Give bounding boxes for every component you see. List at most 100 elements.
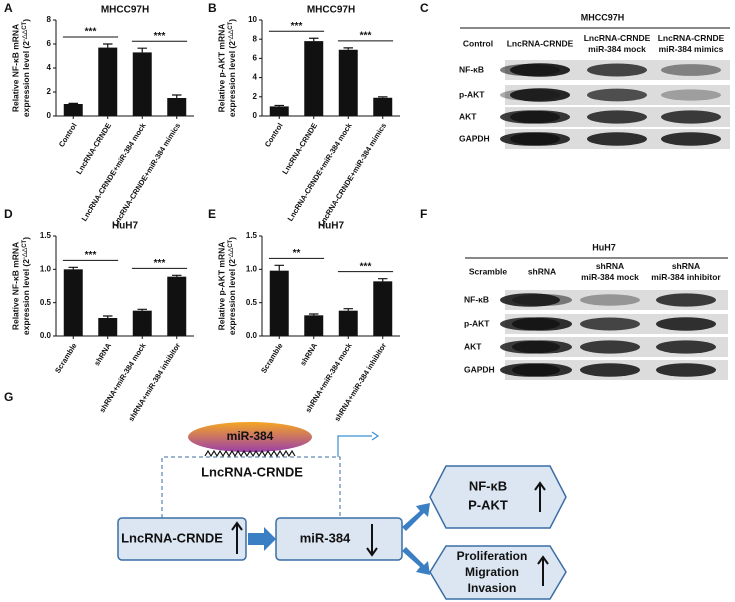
bar [167,98,187,116]
mirna-box-label: miR-384 [300,530,351,545]
up-arrow [537,555,549,586]
blot-band [661,64,721,76]
error-bar [378,96,388,98]
bar [63,104,83,116]
significance-label: *** [291,21,303,32]
y-tick-label: 0 [253,111,258,120]
bar [338,310,358,336]
blot-band [587,63,647,77]
block-arrow [402,503,430,531]
mirna-label: miR-384 [227,429,274,443]
y-tick-label: 0.0 [40,331,52,340]
y-tick-label: 2 [253,92,258,101]
row-label: p-AKT [459,89,485,99]
blot-band [661,132,721,146]
lane-label: shRNA [672,261,700,271]
error-bar [103,43,113,48]
significance-label: *** [360,30,372,41]
blot-band [510,63,570,77]
y-axis-label-part: expression level (2 [227,259,237,335]
chart-title: HuH7 [112,221,139,232]
chart-title: MHCC97H [101,5,149,16]
y-tick-label: 8 [47,15,52,24]
blot-band [587,132,647,146]
y-axis-label-part: ) [21,237,31,240]
panel-label: C [420,1,429,15]
significance-label: *** [85,250,97,261]
y-axis-label: Relative p-AKT mRNA [216,242,226,331]
x-tick-label: LncRNA-CRNDE+miR-384 mock [286,121,354,223]
row-label: GAPDH [459,133,490,143]
lane-label: miR-384 mimics [659,44,724,54]
error-bar [137,308,147,311]
panel-label: E [208,207,216,221]
up-arrow [534,481,546,512]
x-tick-label: LncRNA-CRNDE [280,121,319,176]
bar [269,270,289,336]
row-label: AKT [464,341,482,351]
diagram: miR-384 LncRNA-CRNDE LncRNA-CRNDE miR-38… [117,422,567,600]
binding-zigzag [204,449,296,458]
dashed-link [161,456,341,518]
target-hexagon [429,465,567,529]
error-bar [274,264,284,271]
mirna-box [275,517,403,561]
x-tick-label: LncRNA-CRNDE [74,121,113,176]
lane-label: LncRNA-CRNDE [584,33,651,43]
significance-label: *** [154,258,166,269]
bar [98,318,118,336]
y-axis-label-sup: -△△CT [21,239,28,259]
blot-band [580,340,640,354]
blot-band [512,363,572,377]
bar [338,49,358,117]
blot-band [580,317,640,331]
y-tick-label: 4 [253,73,258,82]
significance-label: *** [85,27,97,38]
x-tick-label: shRNA [298,341,319,367]
significance-label: *** [154,31,166,42]
lncrna-box [117,517,247,561]
significance-label: ** [293,248,301,259]
y-tick-label: 6 [253,54,258,63]
y-axis-label-part: expression level (2 [21,41,31,117]
error-bar [343,308,353,311]
bar [373,281,393,336]
chart-title: MHCC97H [307,5,355,16]
y-tick-label: 1.5 [246,231,258,240]
x-tick-label: Control [57,121,79,148]
y-tick-label: 4 [47,63,52,72]
row-label: NF-κB [464,294,489,304]
error-bar [137,47,147,53]
blot-band [580,294,640,306]
blot-band [656,317,716,331]
up-arrow [231,521,243,554]
target-label: P-AKT [468,497,508,512]
lane-label: LncRNA-CRNDE [658,33,725,43]
y-tick-label: 10 [248,15,257,24]
y-axis-label: Relative NF-κB mRNA [10,24,20,112]
error-bar [343,47,353,50]
lane-label: miR-384 mock [588,44,646,54]
panel-label: D [4,207,13,221]
panel-label: B [208,1,217,15]
lane-label: shRNA [596,261,624,271]
y-axis-label: expression level (2-△△CT) [21,237,32,335]
y-tick-label: 0 [47,111,52,120]
bar [98,47,118,116]
bar [373,97,393,116]
blot-band [587,110,647,124]
outcome-hexagon [429,545,567,600]
y-axis-label-part: ) [227,237,237,240]
chart-title: HuH7 [318,221,345,232]
bar [167,276,187,336]
row-label: GAPDH [464,364,495,374]
blot-title: MHCC97H [581,12,625,22]
y-axis-label-sup: -△△CT [21,21,28,41]
error-bar [309,313,319,316]
mirna-ellipse [188,422,312,452]
y-axis-label-part: ) [227,19,237,22]
block-arrow [248,527,276,551]
outcome-label: Invasion [468,581,517,595]
x-tick-label: LncRNA-CRNDE+miR-384 mimics [111,121,182,228]
